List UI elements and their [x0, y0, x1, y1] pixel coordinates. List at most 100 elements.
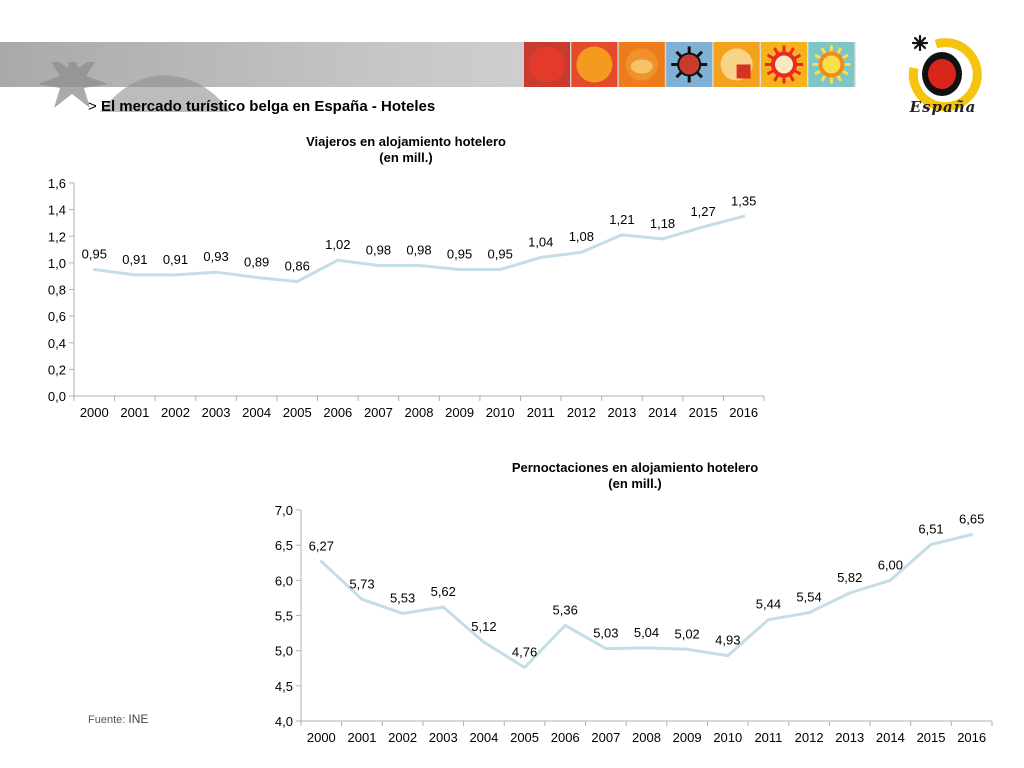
- data-point: [401, 611, 405, 615]
- chart-subtitle: (en mill.): [379, 150, 432, 165]
- data-point: [255, 276, 259, 280]
- y-tick-label: 1,4: [48, 203, 66, 218]
- data-point: [319, 559, 323, 563]
- star-watermark-icon: [38, 62, 108, 108]
- x-tick-label: 2001: [348, 730, 377, 745]
- data-label: 0,89: [244, 255, 269, 270]
- data-point: [214, 270, 218, 274]
- quartered-sun-tile-icon: [713, 42, 760, 87]
- banner-decoration: [38, 62, 230, 112]
- data-point: [661, 237, 665, 241]
- data-label: 6,27: [309, 538, 334, 553]
- y-tick-label: 5,5: [275, 609, 293, 624]
- x-tick-label: 2010: [486, 405, 515, 420]
- data-label: 0,95: [82, 247, 107, 262]
- rainbow-sun-tile-icon: [808, 42, 855, 87]
- source-value: INE: [128, 712, 149, 726]
- data-label: 0,91: [163, 252, 188, 267]
- red-sun-tile-icon: [761, 42, 807, 87]
- data-label: 6,51: [918, 521, 943, 536]
- x-tick-label: 2012: [795, 730, 824, 745]
- x-tick-label: 2003: [202, 405, 231, 420]
- x-tick-label: 2016: [729, 405, 758, 420]
- y-tick-label: 6,5: [275, 538, 293, 553]
- header-banner: [0, 42, 856, 112]
- data-point: [360, 597, 364, 601]
- data-label: 5,53: [390, 590, 415, 605]
- x-tick-label: 2011: [754, 730, 782, 745]
- x-tick-label: 2002: [388, 730, 417, 745]
- x-tick-label: 2015: [917, 730, 946, 745]
- x-tick-label: 2005: [283, 405, 312, 420]
- data-label: 5,03: [593, 626, 618, 641]
- x-tick-label: 2006: [323, 405, 352, 420]
- data-point: [970, 533, 974, 537]
- data-label: 1,02: [325, 237, 350, 252]
- data-label: 5,44: [756, 597, 781, 612]
- data-point: [685, 647, 689, 651]
- x-tick-label: 2009: [673, 730, 702, 745]
- data-point: [458, 268, 462, 272]
- data-point: [620, 233, 624, 237]
- data-label: 4,76: [512, 645, 537, 660]
- data-point: [807, 611, 811, 615]
- x-tick-label: 2013: [835, 730, 864, 745]
- data-label: 1,35: [731, 193, 756, 208]
- x-tick-label: 2005: [510, 730, 539, 745]
- data-label: 0,95: [447, 247, 472, 262]
- x-tick-label: 2002: [161, 405, 190, 420]
- y-tick-label: 4,0: [275, 714, 293, 729]
- page-title: > El mercado turístico belga en España -…: [88, 98, 435, 115]
- y-tick-label: 0,2: [48, 362, 66, 377]
- data-point: [295, 280, 299, 284]
- x-tick-label: 2004: [242, 405, 271, 420]
- black-sun-tile-icon: [666, 42, 713, 87]
- source-note: Fuente: INE: [88, 712, 148, 726]
- data-point: [498, 268, 502, 272]
- data-label: 1,21: [609, 212, 634, 227]
- data-label: 1,18: [650, 216, 675, 231]
- red-circle-tile-icon: [524, 42, 570, 87]
- data-label: 4,93: [715, 633, 740, 648]
- title-text: El mercado turístico belga en España - H…: [100, 98, 436, 115]
- x-tick-label: 2013: [607, 405, 636, 420]
- x-tick-label: 2009: [445, 405, 474, 420]
- chart-title: Viajeros en alojamiento hotelero: [306, 134, 506, 149]
- data-label: 1,08: [569, 229, 594, 244]
- chart-subtitle: (en mill.): [608, 476, 661, 491]
- x-tick-label: 2016: [957, 730, 986, 745]
- y-tick-label: 0,6: [48, 309, 66, 324]
- title-prefix: >: [88, 98, 97, 115]
- source-label: Fuente:: [88, 714, 126, 726]
- data-point: [579, 250, 583, 254]
- x-tick-label: 2012: [567, 405, 596, 420]
- data-label: 0,91: [122, 252, 147, 267]
- data-label: 5,04: [634, 625, 659, 640]
- y-tick-label: 1,6: [48, 176, 66, 191]
- data-label: 5,73: [349, 576, 374, 591]
- data-label: 5,02: [674, 626, 699, 641]
- y-tick-label: 1,2: [48, 229, 66, 244]
- shell-sun-tile-icon: [618, 42, 665, 87]
- data-point: [441, 605, 445, 609]
- data-point: [376, 264, 380, 268]
- data-label: 0,95: [488, 247, 513, 262]
- y-tick-label: 0,4: [48, 336, 66, 351]
- orange-sun-tile-icon: [571, 42, 618, 87]
- y-tick-label: 0,0: [48, 389, 66, 404]
- wave-watermark-icon: [100, 75, 230, 112]
- data-point: [482, 640, 486, 644]
- y-tick-label: 5,0: [275, 644, 293, 659]
- x-tick-label: 2001: [120, 405, 149, 420]
- x-tick-label: 2008: [632, 730, 661, 745]
- data-label: 5,36: [553, 602, 578, 617]
- data-point: [417, 264, 421, 268]
- data-point: [645, 646, 648, 650]
- y-tick-label: 0,8: [48, 283, 66, 298]
- data-label: 0,98: [406, 243, 431, 258]
- data-label: 5,62: [431, 584, 456, 599]
- spain-logo: España: [909, 34, 982, 116]
- data-point: [92, 268, 96, 272]
